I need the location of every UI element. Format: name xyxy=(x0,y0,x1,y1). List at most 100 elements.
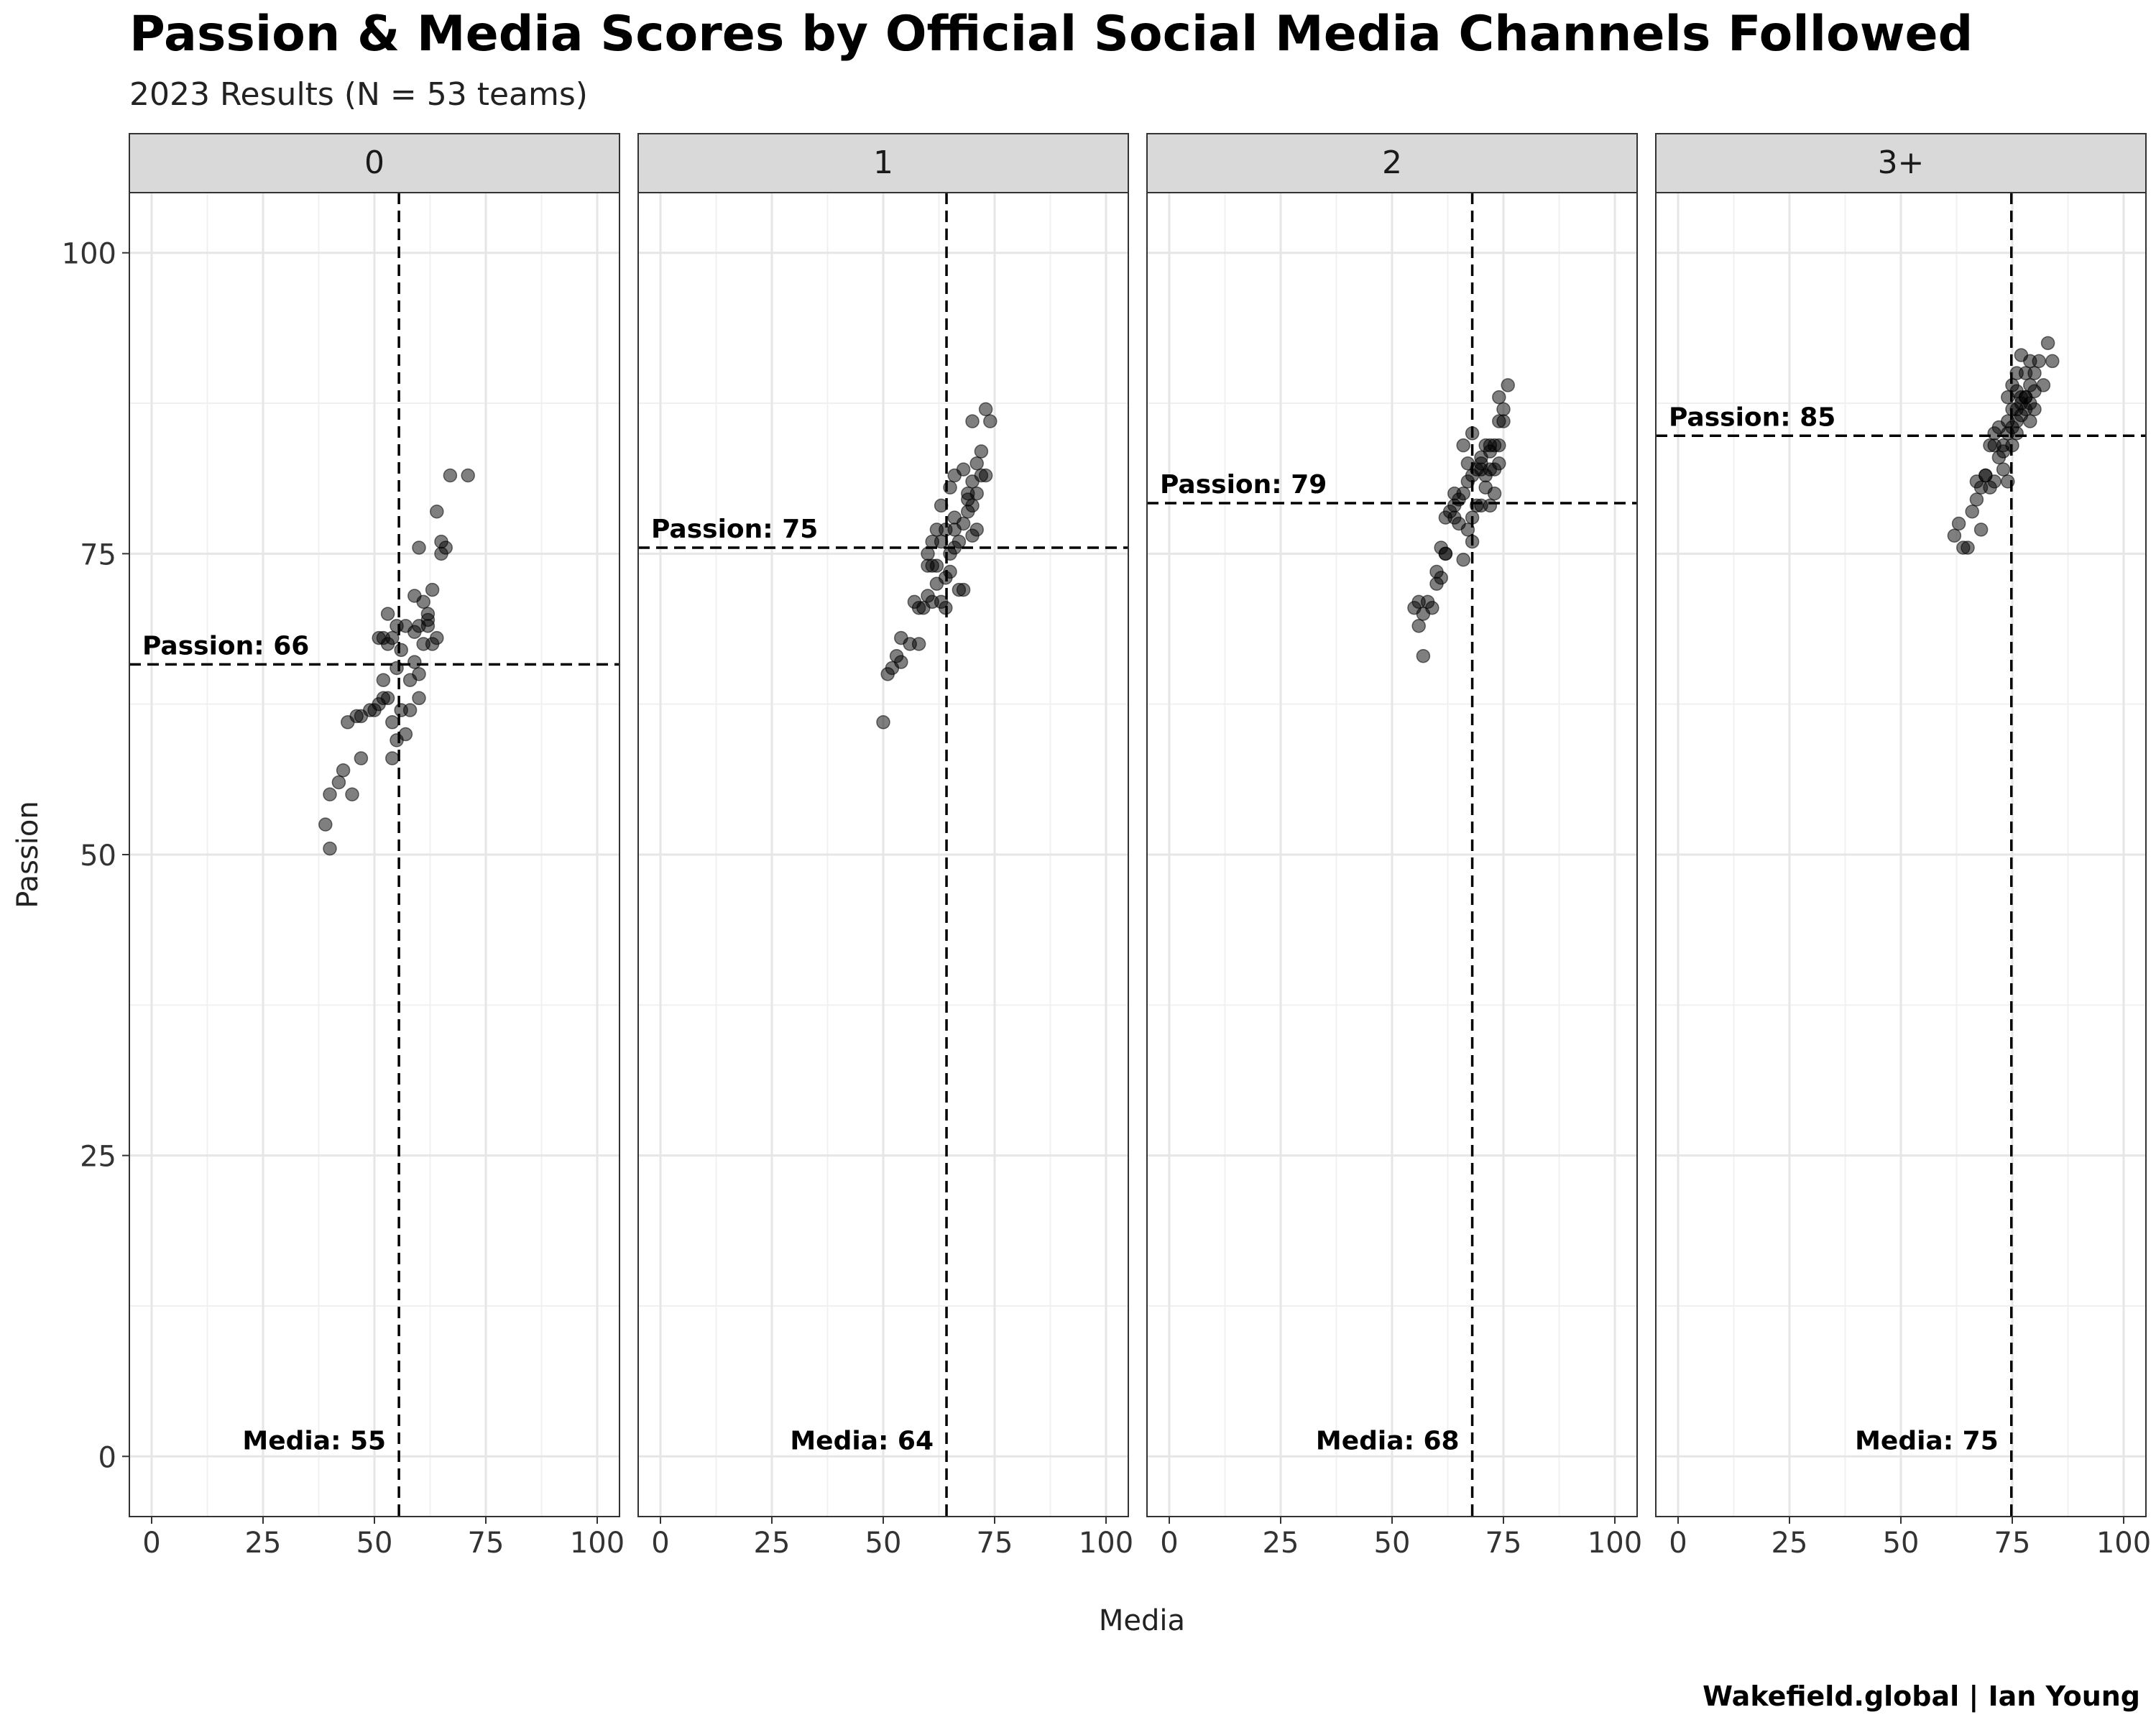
y-axis-title: Passion xyxy=(11,801,45,908)
x-tick-label: 0 xyxy=(1160,1527,1178,1560)
x-tick-label: 100 xyxy=(1588,1527,1642,1560)
data-point xyxy=(1438,546,1453,561)
data-point xyxy=(412,667,426,681)
x-tick-label: 75 xyxy=(1994,1527,2031,1560)
x-tick-label: 0 xyxy=(651,1527,669,1560)
data-point xyxy=(943,564,957,579)
data-point xyxy=(425,582,440,597)
data-point xyxy=(1465,510,1480,525)
x-tick-label: 50 xyxy=(356,1527,393,1560)
data-point xyxy=(376,673,391,687)
data-point xyxy=(943,480,957,495)
data-point xyxy=(1496,414,1511,428)
data-point xyxy=(407,589,422,603)
data-point xyxy=(1978,468,1993,483)
data-point xyxy=(461,468,475,483)
data-point xyxy=(1456,486,1470,501)
data-point xyxy=(2023,414,2037,428)
data-point xyxy=(921,546,935,561)
data-point xyxy=(1487,462,1502,477)
data-point xyxy=(385,715,400,730)
data-point xyxy=(1483,438,1498,453)
data-point xyxy=(1487,486,1502,501)
data-point xyxy=(2045,354,2060,369)
y-tick-label: 50 xyxy=(80,840,116,873)
x-tick-label: 100 xyxy=(1079,1527,1133,1560)
facet-label: 2 xyxy=(1382,144,1402,181)
data-point xyxy=(1947,528,1962,543)
data-point xyxy=(1474,498,1488,513)
chart-title: Passion & Media Scores by Official Socia… xyxy=(129,6,1973,63)
data-point xyxy=(385,751,400,765)
data-point xyxy=(323,787,337,802)
media-annotation: Media: 64 xyxy=(790,1426,934,1455)
data-point xyxy=(1496,402,1511,417)
passion-annotation: Passion: 75 xyxy=(651,515,818,544)
data-point xyxy=(412,691,426,706)
data-point xyxy=(921,558,935,573)
data-point xyxy=(956,462,971,477)
data-point xyxy=(1501,378,1515,392)
data-point xyxy=(2036,378,2051,392)
data-point xyxy=(1447,510,1462,525)
data-point xyxy=(952,534,967,549)
data-point xyxy=(956,582,971,597)
data-point xyxy=(394,643,408,658)
media-annotation: Media: 75 xyxy=(1855,1426,1999,1455)
x-tick-label: 75 xyxy=(468,1527,505,1560)
data-point xyxy=(876,715,890,730)
facet-label: 3+ xyxy=(1878,144,1925,181)
facet-strip xyxy=(1655,133,2147,193)
data-point xyxy=(1456,552,1470,567)
data-point xyxy=(1474,456,1488,471)
data-point xyxy=(1465,534,1480,549)
y-tick-label: 100 xyxy=(62,238,116,271)
x-tick-label: 25 xyxy=(754,1527,791,1560)
x-tick-label: 25 xyxy=(1772,1527,1808,1560)
facet-strip xyxy=(129,133,620,193)
data-point xyxy=(1425,600,1439,615)
data-point xyxy=(1460,523,1475,537)
data-point xyxy=(372,630,386,645)
data-point xyxy=(407,655,422,669)
data-point xyxy=(983,414,998,428)
data-point xyxy=(420,612,436,627)
data-point xyxy=(934,498,949,513)
data-point xyxy=(974,444,989,459)
media-annotation: Media: 55 xyxy=(242,1426,386,1455)
data-point xyxy=(385,630,400,645)
data-point xyxy=(1416,648,1431,663)
data-point xyxy=(443,468,458,483)
y-tick-label: 25 xyxy=(80,1141,116,1174)
data-point xyxy=(1996,462,2011,477)
data-point xyxy=(430,630,444,645)
data-point xyxy=(2023,378,2037,392)
facet-label: 0 xyxy=(364,144,384,181)
data-point xyxy=(939,600,953,615)
data-point xyxy=(398,727,413,742)
y-tick-label: 0 xyxy=(98,1441,116,1474)
x-tick-label: 75 xyxy=(1485,1527,1522,1560)
x-tick-label: 50 xyxy=(865,1527,902,1560)
data-point xyxy=(965,414,980,428)
data-point xyxy=(380,607,395,621)
passion-annotation: Passion: 85 xyxy=(1669,402,1835,432)
data-point xyxy=(1456,438,1470,453)
data-point xyxy=(2018,390,2033,405)
data-point xyxy=(969,523,984,537)
data-point xyxy=(2009,366,2024,380)
data-point xyxy=(978,468,993,483)
data-point xyxy=(1987,438,2001,453)
x-tick-label: 50 xyxy=(1374,1527,1411,1560)
media-annotation: Media: 68 xyxy=(1316,1426,1460,1455)
data-point xyxy=(1411,619,1426,633)
data-point xyxy=(2027,366,2042,380)
x-tick-label: 25 xyxy=(245,1527,282,1560)
data-point xyxy=(336,763,351,778)
data-point xyxy=(2009,426,2024,441)
x-tick-label: 50 xyxy=(1883,1527,1920,1560)
data-point xyxy=(412,540,426,555)
x-tick-label: 25 xyxy=(1263,1527,1299,1560)
data-point xyxy=(354,751,369,765)
data-point xyxy=(1973,523,1989,537)
